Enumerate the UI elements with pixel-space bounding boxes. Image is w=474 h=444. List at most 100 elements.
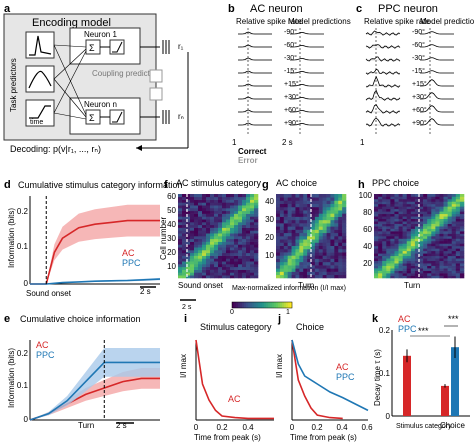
- heat-cell: [182, 230, 187, 234]
- heat-cell: [459, 203, 465, 207]
- line-ac: [195, 339, 274, 420]
- colorbar-segment: [264, 302, 267, 308]
- heat-cell: [182, 252, 187, 256]
- heat-cell: [398, 275, 403, 279]
- heat-cell: [198, 252, 203, 256]
- heat-cell: [250, 266, 255, 270]
- panel-j-xlabel: Time from peak (s): [290, 433, 357, 442]
- heat-cell: [414, 253, 420, 257]
- panel-a-letter: a: [4, 3, 11, 15]
- heat-cell: [455, 223, 461, 227]
- heat-cell: [443, 263, 448, 266]
- heat-cell: [234, 266, 239, 270]
- heat-cell: [334, 274, 339, 279]
- heat-cell: [338, 274, 343, 279]
- panel-j-legend-ac: AC: [336, 362, 349, 372]
- heat-cell: [435, 226, 440, 229]
- heat-cell: [447, 223, 453, 227]
- heat-cell: [254, 238, 259, 242]
- heat-cell: [423, 263, 428, 266]
- heat-cell: [334, 265, 339, 269]
- heat-cell: [322, 274, 327, 279]
- heat-cell: [246, 236, 251, 240]
- heat-cell: [338, 200, 343, 204]
- heat-cell: [447, 226, 453, 229]
- heat-cell: [254, 255, 259, 259]
- heat-cell: [459, 238, 465, 242]
- heat-cell: [455, 213, 461, 217]
- heat-cell: [423, 268, 428, 271]
- heat-cell: [238, 272, 243, 276]
- heat-cell: [190, 196, 195, 200]
- heat-cell: [394, 236, 399, 239]
- heat-cell: [190, 222, 195, 226]
- panel-j-letter: j: [277, 313, 281, 325]
- heat-cell: [398, 203, 403, 207]
- heat-cell: [439, 243, 444, 247]
- panel-i-plot: 0 0.2 0.4: [194, 339, 274, 432]
- heat-cell: [398, 198, 403, 202]
- heat-cell: [459, 270, 465, 274]
- heat-cell: [390, 223, 395, 227]
- heat-cell: [182, 202, 187, 206]
- heat-cell: [322, 194, 327, 198]
- heat-cell: [230, 205, 235, 209]
- heat-cell: [435, 258, 440, 262]
- heat-cell: [431, 243, 436, 247]
- heat-cell: [230, 261, 235, 265]
- heat-cell: [342, 229, 347, 234]
- heat-cell: [194, 227, 199, 231]
- heat-cell: [246, 213, 251, 217]
- heat-cell: [254, 247, 259, 251]
- heat-cell: [414, 206, 420, 210]
- panel-d-onset: Sound onset: [26, 289, 72, 298]
- heat-cell: [226, 272, 231, 276]
- colorbar-segment: [282, 302, 285, 308]
- heat-cell: [234, 241, 239, 245]
- predictor-curve-2: [28, 70, 52, 89]
- heat-cell: [303, 213, 308, 217]
- heat-cell: [326, 258, 331, 263]
- heat-cell: [303, 216, 308, 221]
- tick-label-5: 20: [363, 259, 372, 268]
- heat-cell: [238, 250, 243, 254]
- heat-cell: [431, 208, 436, 212]
- heat-cell: [222, 261, 227, 265]
- heat-cell: [394, 253, 399, 257]
- heat-cell: [178, 227, 183, 231]
- heat-cell: [190, 258, 195, 262]
- heat-cell: [186, 252, 191, 256]
- heat-cell: [190, 227, 195, 231]
- heat-cell: [386, 213, 391, 217]
- heat-cell: [427, 206, 432, 210]
- heat-cell: [287, 200, 292, 204]
- heat-cell: [382, 253, 387, 257]
- heat-cell: [182, 247, 187, 251]
- heat-cell: [287, 236, 292, 240]
- heat-cell: [295, 236, 300, 240]
- heat-cell: [398, 253, 403, 257]
- colorbar-frame: [231, 301, 293, 309]
- heat-cell: [378, 208, 383, 212]
- heat-cell: [202, 255, 207, 259]
- correct-legend: Correct: [238, 147, 267, 156]
- heat-cell: [382, 270, 387, 274]
- heat-cell: [279, 226, 285, 230]
- heat-cell: [386, 203, 391, 207]
- heat-cell: [342, 232, 347, 237]
- spike-rate-trace-3: [365, 56, 401, 62]
- heat-cell: [334, 200, 339, 204]
- heat-cell: [230, 264, 235, 268]
- heat-cell: [238, 230, 243, 234]
- heat-cell: [398, 236, 403, 239]
- heat-cell: [295, 265, 300, 269]
- heat-cell: [218, 224, 223, 228]
- heat-cell: [303, 229, 308, 234]
- heat-cell: [398, 208, 403, 212]
- heat-cell: [250, 252, 255, 256]
- panel-c-col1: Relative spike rate: [364, 17, 430, 26]
- heat-cell: [322, 223, 327, 227]
- panel-b-traces: -90°-60°-30°-15°+15°+30°+60°+90°: [238, 28, 324, 136]
- heat-cell: [226, 241, 231, 245]
- heat-cell: [447, 243, 453, 247]
